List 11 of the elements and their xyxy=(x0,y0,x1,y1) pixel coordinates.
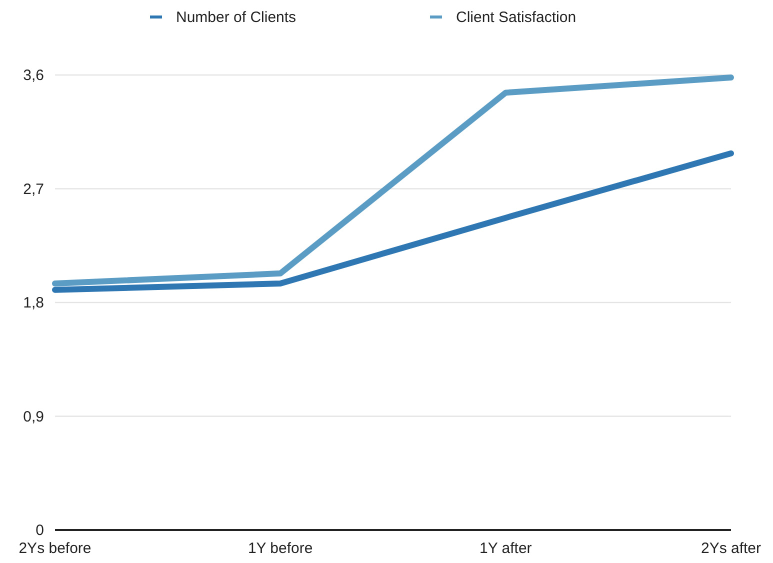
y-tick-label: 2,7 xyxy=(23,180,44,198)
x-tick-label: 2Ys before xyxy=(18,540,92,557)
y-tick-label: 1,8 xyxy=(23,294,44,312)
x-tick-label: 2Ys after xyxy=(700,540,762,557)
x-tick-label: 1Y before xyxy=(248,540,313,557)
legend-label: Number of Clients xyxy=(176,9,296,26)
y-tick-label: 3,6 xyxy=(23,67,44,84)
y-tick-label: 0,9 xyxy=(23,408,44,426)
y-tick-label: 0 xyxy=(36,522,44,539)
legend-label: Client Satisfaction xyxy=(456,9,576,26)
x-tick-label: 1Y after xyxy=(480,540,532,557)
